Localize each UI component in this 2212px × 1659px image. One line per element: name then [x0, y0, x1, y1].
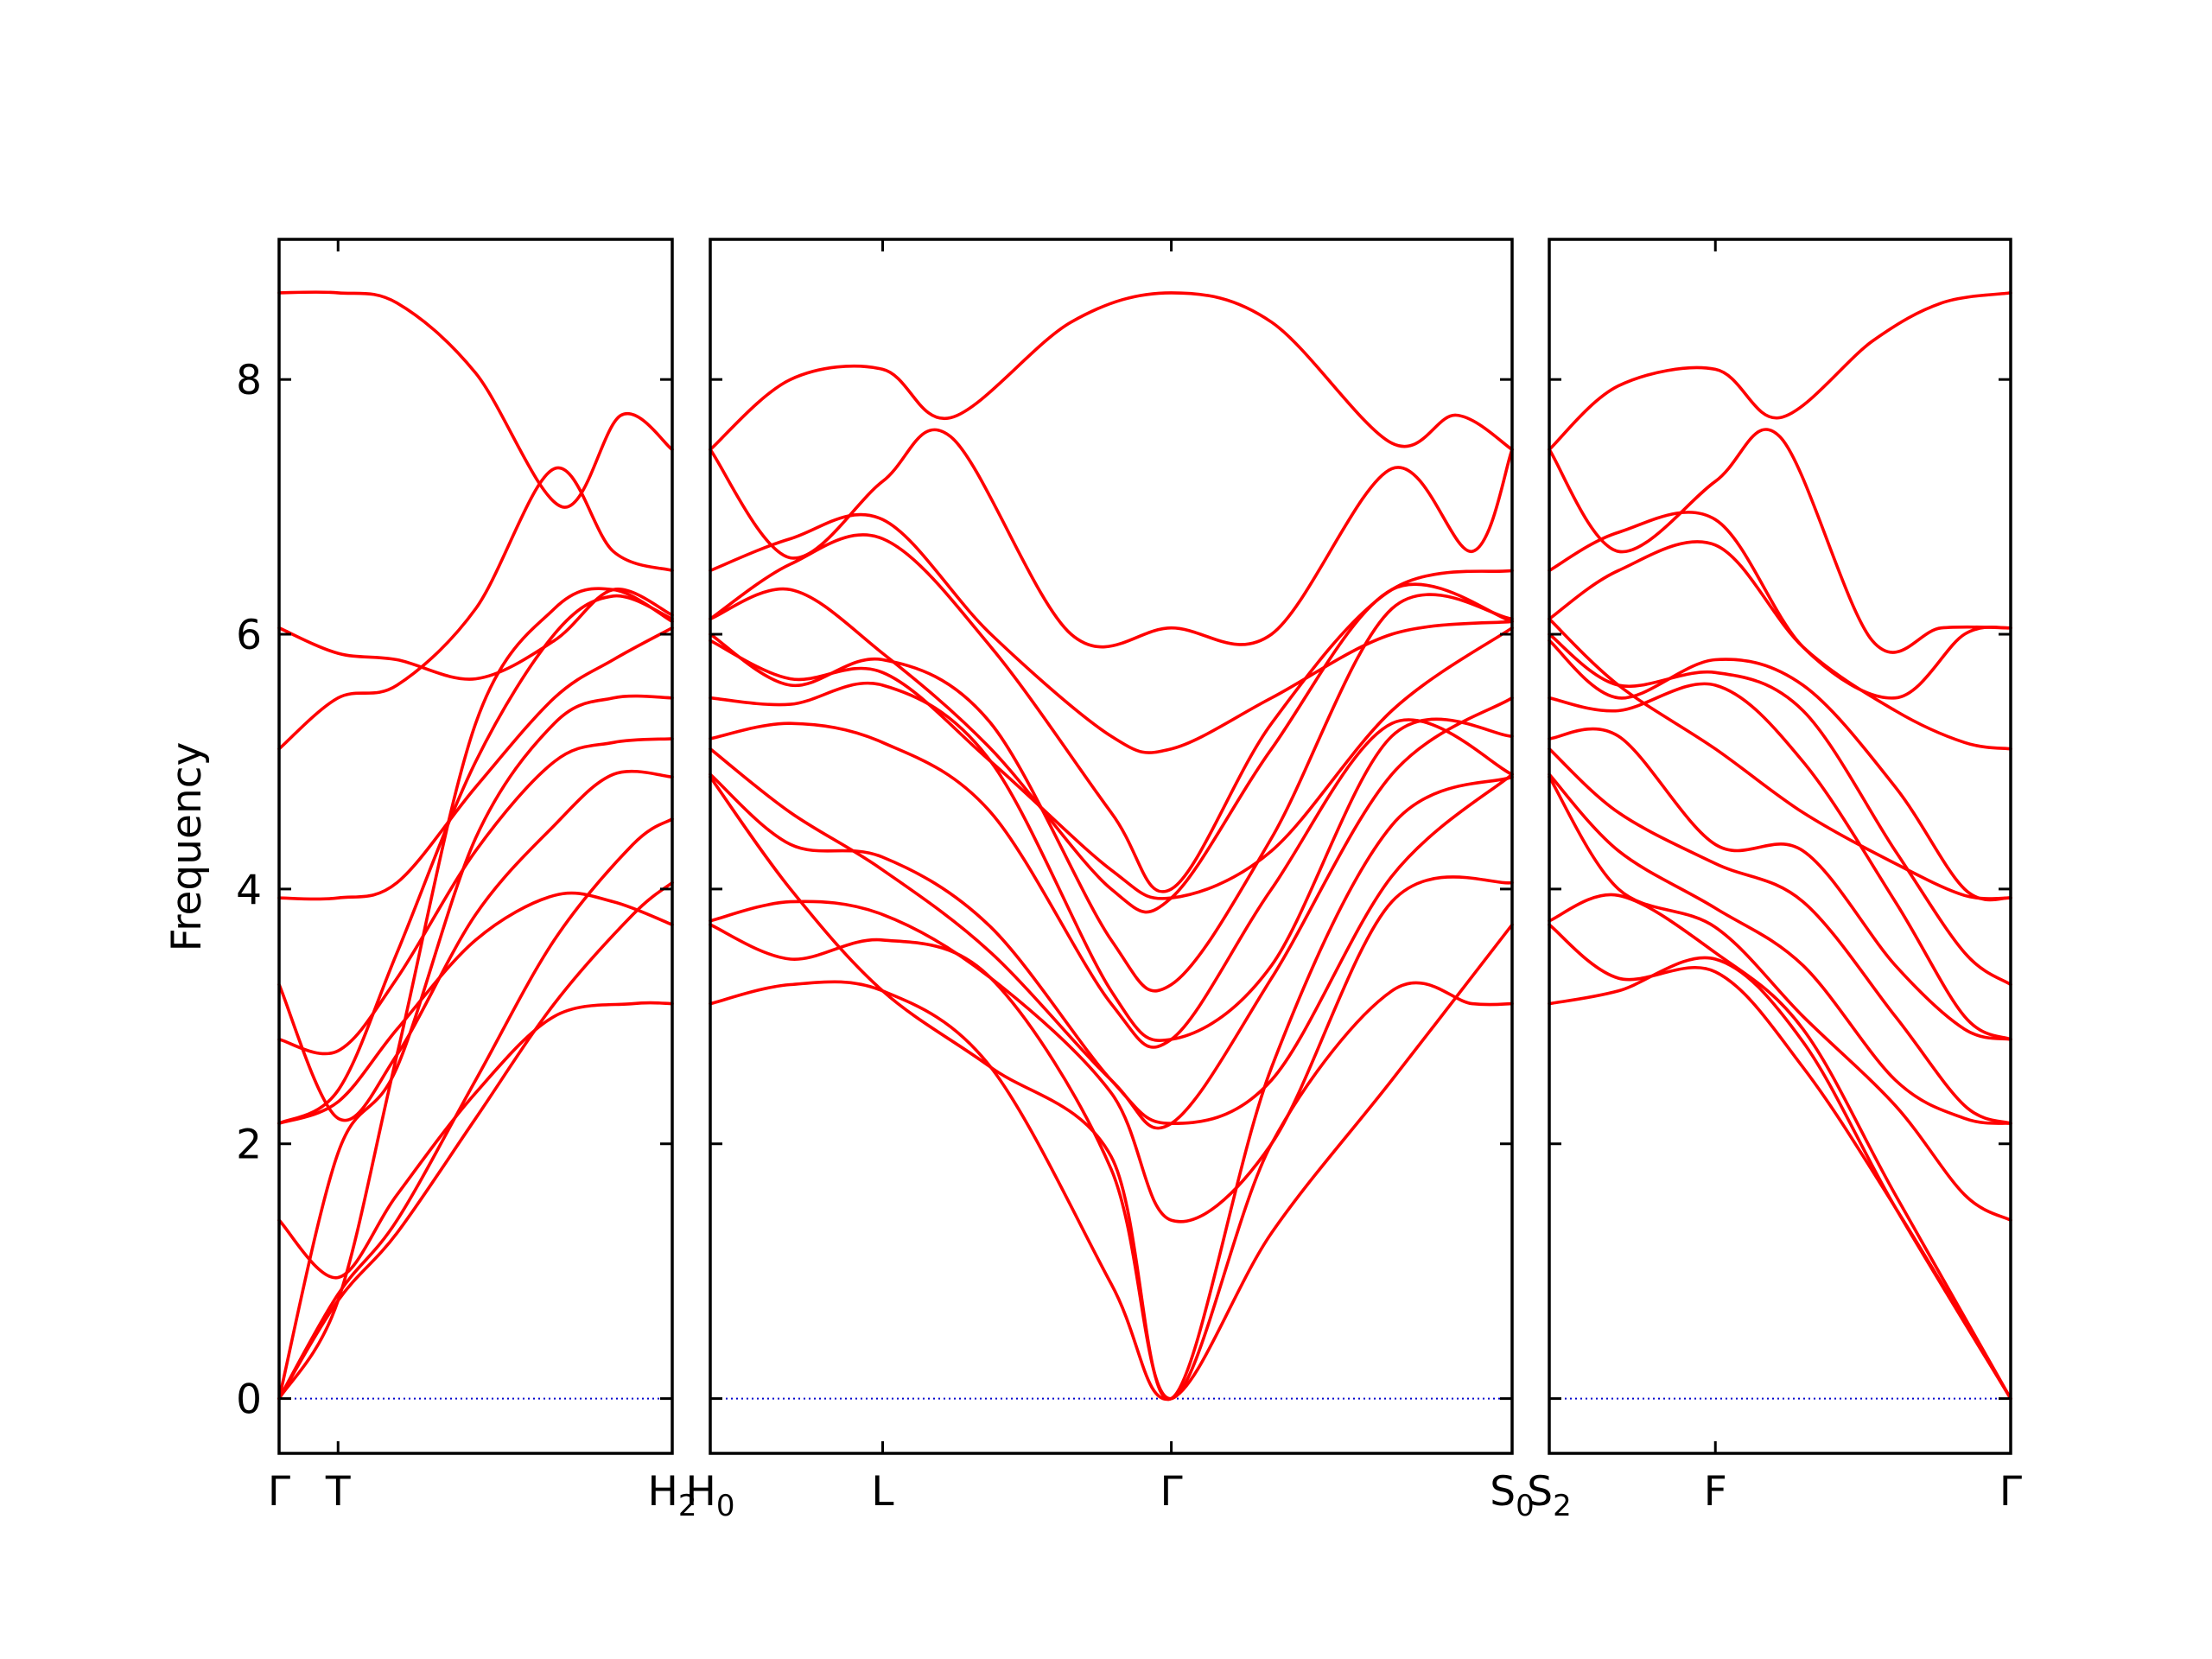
band-6: [709, 696, 1514, 1130]
band-15: [1548, 291, 2012, 452]
y-axis-label: Frequency: [163, 742, 211, 952]
x-tick-label: H0: [686, 1468, 735, 1523]
x-tick-label: H2: [648, 1468, 697, 1523]
band-14: [1548, 428, 2012, 654]
band-9: [709, 593, 1514, 993]
band-12: [277, 466, 674, 751]
band-9: [277, 594, 674, 1125]
band-10: [277, 587, 674, 1401]
x-tick-label: Γ: [1999, 1468, 2022, 1516]
y-tick-label: 4: [236, 867, 262, 914]
panel-3: S2 F Γ: [1527, 238, 2022, 1523]
x-tick-label: F: [1704, 1468, 1727, 1516]
band-7: [709, 681, 1514, 1042]
band-2: [709, 923, 1514, 1401]
band-3: [1548, 893, 2012, 1401]
panel-2: H0 L Γ S0: [686, 238, 1535, 1523]
band-2: [1548, 923, 2012, 1401]
panel-frame: [709, 238, 1514, 1455]
band-6: [1548, 747, 2012, 1125]
band-10: [1548, 639, 2012, 902]
band-4: [1548, 775, 2012, 1222]
x-tick-label: T: [325, 1468, 351, 1516]
band-4: [277, 891, 674, 1125]
panel-1: Γ T H2 0 2 4 6 8: [236, 238, 697, 1523]
x-tick-label: L: [871, 1468, 893, 1516]
band-5: [1548, 772, 2012, 1125]
band-12: [709, 512, 1514, 754]
band-13: [709, 533, 1514, 893]
panel-frame: [277, 238, 674, 1455]
band-13: [1548, 511, 2012, 700]
band-14: [709, 428, 1514, 649]
band-5: [277, 769, 674, 1122]
band-2: [277, 817, 674, 1401]
band-1: [1548, 956, 2012, 1401]
x-tick-label: S0: [1490, 1468, 1534, 1523]
band-8: [277, 626, 674, 901]
band-8: [709, 718, 1514, 1049]
x-tick-label: S2: [1527, 1468, 1571, 1523]
band-15: [709, 291, 1514, 452]
band-8: [1548, 682, 2012, 1041]
band-4: [709, 775, 1514, 1402]
band-11: [1548, 617, 2012, 900]
band-13: [277, 290, 674, 509]
x-tick-label: Γ: [268, 1468, 290, 1516]
band-11: [277, 588, 674, 681]
band-6: [277, 737, 674, 1056]
band-3: [709, 875, 1514, 1224]
panel-frame: [1548, 238, 2012, 1455]
band-7: [1548, 727, 2012, 1041]
band-7: [277, 694, 674, 1401]
band-1: [709, 923, 1514, 1402]
y-tick-label: 0: [236, 1376, 262, 1424]
y-tick-label: 2: [236, 1122, 262, 1169]
band-11: [709, 582, 1514, 914]
band-12: [1548, 540, 2012, 751]
band-3: [277, 1001, 674, 1280]
y-tick-label: 6: [236, 612, 262, 659]
y-tick-label: 8: [236, 357, 262, 404]
band-1: [277, 880, 674, 1401]
band-10: [709, 626, 1514, 900]
x-tick-label: Γ: [1160, 1468, 1183, 1516]
